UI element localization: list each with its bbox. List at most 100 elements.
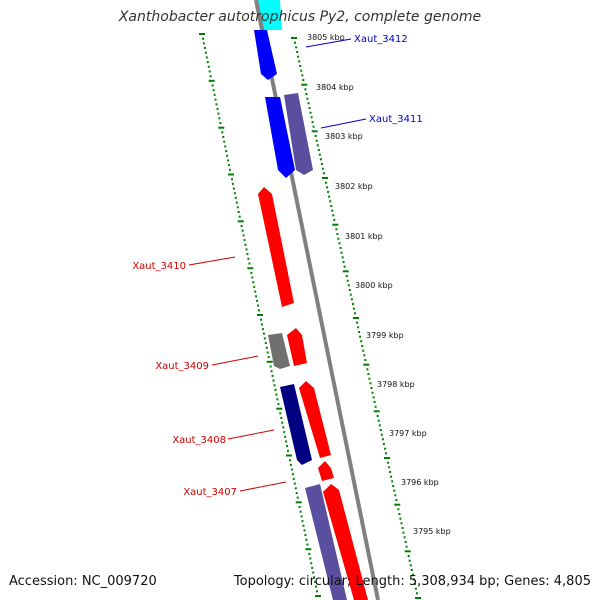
minor-tick [399, 517, 402, 520]
minor-tick [310, 562, 313, 565]
minor-tick [257, 304, 260, 307]
minor-tick [302, 524, 305, 527]
minor-tick [400, 522, 403, 525]
gene-arrow-blue-3411[interactable] [265, 97, 295, 178]
gene-arrow-red-3409[interactable] [287, 328, 307, 366]
major-tick [332, 223, 339, 226]
minor-tick [203, 47, 206, 49]
minor-tick [360, 340, 363, 343]
minor-tick [264, 342, 267, 345]
minor-tick [314, 580, 317, 583]
minor-tick [380, 433, 383, 436]
scale-label: 3803 kbp [325, 132, 363, 141]
gene-label-xaut-3410[interactable]: Xaut_3410 [132, 261, 186, 272]
gene-label-xaut-3411[interactable]: Xaut_3411 [369, 114, 423, 125]
minor-tick [234, 196, 237, 199]
major-tick [208, 79, 215, 82]
minor-tick [253, 285, 256, 288]
major-tick [266, 360, 273, 363]
minor-tick [311, 121, 314, 123]
major-tick [301, 83, 308, 86]
major-tick [228, 173, 234, 176]
minor-tick [274, 388, 277, 391]
minor-tick [204, 51, 207, 54]
minor-tick [285, 440, 288, 443]
minor-tick [398, 513, 401, 515]
minor-tick [377, 419, 380, 422]
minor-tick [282, 426, 285, 429]
minor-tick [297, 55, 300, 58]
minor-tick [304, 88, 307, 91]
major-tick [291, 37, 297, 39]
gene-label-xaut-3412[interactable]: Xaut_3412 [354, 34, 408, 45]
gene-arrow-red-3408[interactable] [299, 381, 331, 458]
minor-tick [362, 349, 365, 352]
outer-tick-track [199, 33, 321, 597]
minor-tick [222, 136, 225, 138]
minor-tick [410, 569, 413, 571]
gene-label-xaut-3408[interactable]: Xaut_3408 [172, 435, 226, 446]
scale-label: 3796 kbp [401, 478, 439, 487]
minor-tick [244, 243, 247, 246]
minor-tick [316, 590, 318, 593]
minor-tick [289, 463, 292, 466]
minor-tick [313, 576, 316, 579]
minor-tick [405, 545, 408, 548]
minor-tick [368, 377, 371, 380]
major-tick [276, 407, 283, 410]
minor-tick [387, 461, 389, 464]
gene-label-xaut-3409[interactable]: Xaut_3409 [155, 361, 209, 372]
minor-tick [335, 228, 338, 231]
minor-tick [372, 396, 375, 399]
scale-label: 3805 kbp [307, 33, 345, 42]
minor-tick [358, 331, 361, 333]
minor-tick [280, 417, 283, 419]
gene-arrow-xaut-3412[interactable] [254, 30, 277, 80]
minor-tick [342, 261, 345, 263]
gene-arrow-xaut-3411[interactable] [284, 93, 313, 175]
minor-tick [221, 131, 224, 134]
minor-tick [202, 42, 205, 45]
minor-tick [214, 98, 217, 101]
minor-tick [241, 229, 244, 232]
gene-arrow-xaut-3408[interactable] [280, 384, 312, 465]
minor-tick [213, 93, 216, 96]
minor-tick [357, 326, 360, 329]
scale-label: 3795 kbp [413, 527, 451, 536]
minor-tick [337, 237, 340, 240]
minor-tick [382, 443, 385, 445]
minor-tick [390, 475, 393, 478]
minor-tick [261, 328, 264, 331]
minor-tick [351, 303, 354, 305]
minor-tick [392, 485, 395, 487]
minor-tick [211, 84, 214, 87]
major-tick [315, 595, 321, 597]
callout-line-xaut-3410 [188, 256, 236, 266]
minor-tick [370, 387, 373, 389]
minor-tick [314, 135, 317, 137]
gene-label-xaut-3407[interactable]: Xaut_3407 [183, 487, 237, 498]
minor-tick [381, 438, 384, 441]
gene-arrow-red-3407[interactable] [323, 484, 368, 600]
minor-tick [306, 543, 309, 546]
gene-arrow-xaut-3407[interactable] [305, 484, 347, 600]
minor-tick [283, 431, 286, 434]
minor-tick [233, 192, 236, 195]
minor-tick [293, 482, 296, 485]
gene-arrow-xaut-3409[interactable] [268, 333, 290, 369]
minor-tick [409, 564, 412, 567]
minor-tick [383, 447, 386, 450]
callout-line-xaut-3411 [320, 118, 367, 129]
minor-tick [350, 298, 353, 301]
gene-arrow-xaut-3410[interactable] [258, 187, 294, 307]
minor-tick [266, 351, 269, 354]
gene-arrow-red-small-3407[interactable] [318, 461, 334, 481]
minor-tick [225, 150, 228, 153]
minor-tick [260, 318, 262, 321]
minor-tick [318, 153, 321, 156]
minor-tick [284, 435, 287, 438]
minor-tick [205, 56, 208, 59]
minor-tick [354, 312, 356, 315]
minor-tick [251, 276, 254, 279]
minor-tick [291, 473, 294, 476]
